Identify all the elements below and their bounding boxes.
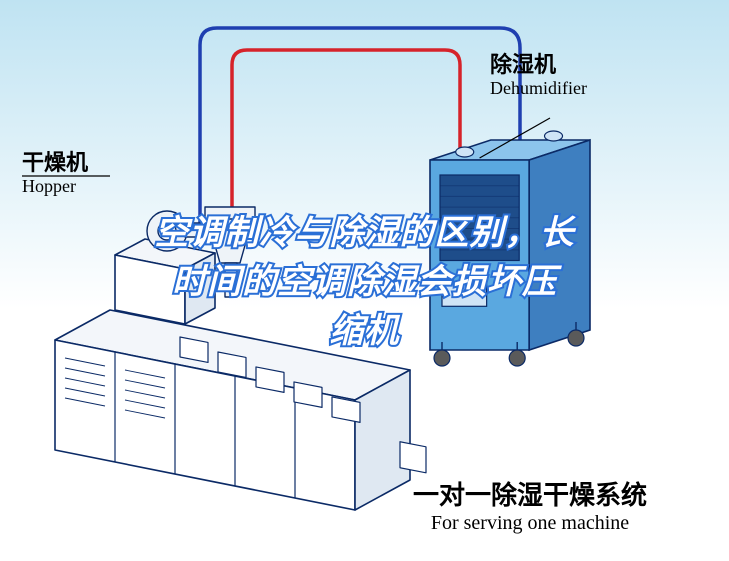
overlay-title-line1: 空调制冷与除湿的区别，长: [105, 205, 625, 254]
dehumidifier-label-cn: 除湿机: [490, 52, 587, 78]
overlay-title: 空调制冷与除湿的区别，长 时间的空调除湿会损坏压 缩机: [105, 205, 625, 352]
system-caption-en: For serving one machine: [350, 511, 710, 535]
overlay-title-line3: 缩机: [105, 303, 625, 352]
pipe-red: [232, 50, 460, 222]
dehumidifier-label-en: Dehumidifier: [490, 78, 587, 100]
system-caption-cn: 一对一除湿干燥系统: [350, 480, 710, 511]
dryer-label: 干燥机 Hopper: [22, 150, 88, 198]
dryer-label-cn: 干燥机: [22, 150, 88, 176]
dehumidifier-label: 除湿机 Dehumidifier: [490, 52, 587, 100]
dryer-label-en: Hopper: [22, 176, 88, 198]
system-caption: 一对一除湿干燥系统 For serving one machine: [350, 480, 710, 535]
overlay-title-line2: 时间的空调除湿会损坏压: [105, 254, 625, 303]
diagram-canvas: 干燥机 Hopper 除湿机 Dehumidifier 一对一除湿干燥系统 Fo…: [0, 0, 729, 561]
